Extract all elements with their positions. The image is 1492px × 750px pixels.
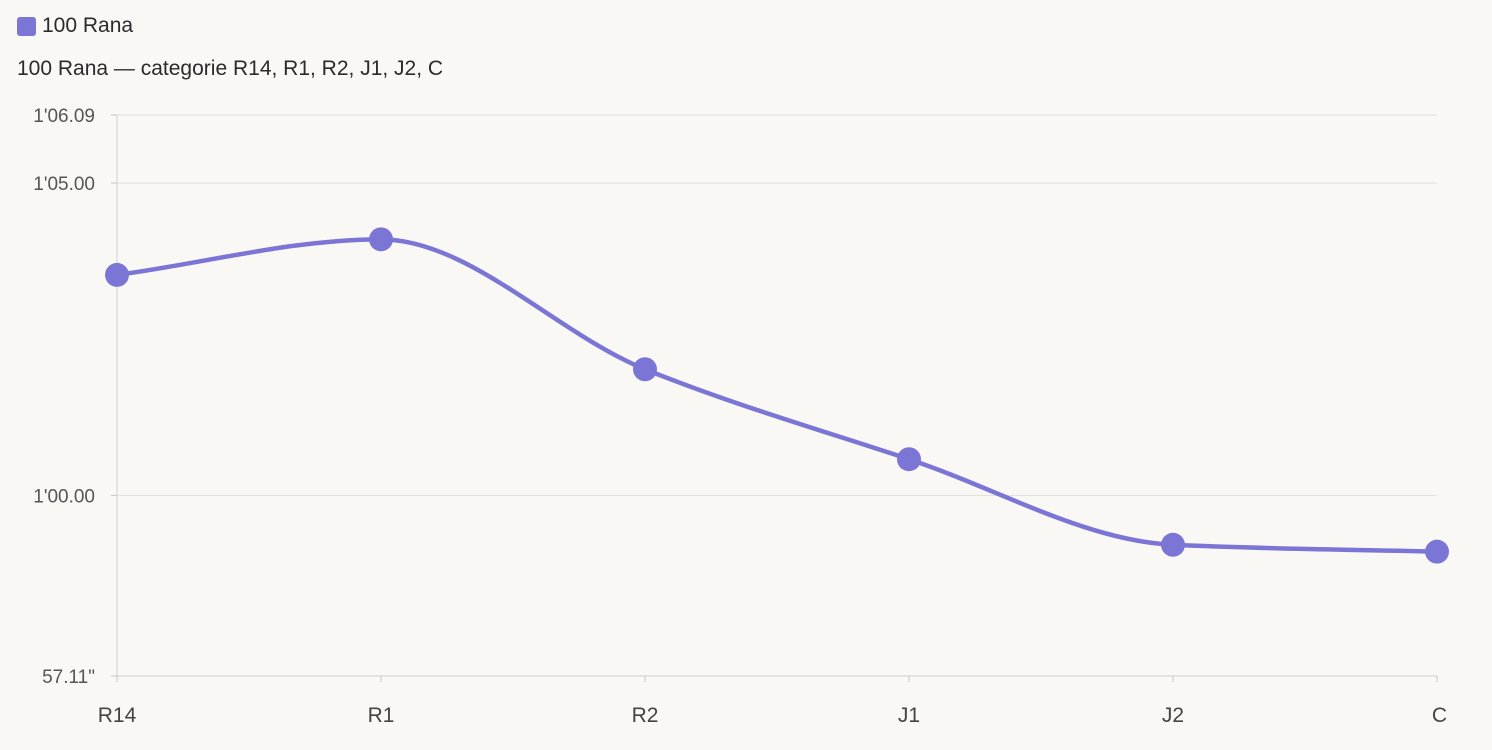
x-tick-label: C [1432, 704, 1447, 727]
y-tick-label: 57.11" [42, 667, 95, 688]
series-line-group [114, 237, 1440, 554]
y-axis: 57.11" 1'00.00 1'05.00 1'06.09 [33, 106, 118, 688]
legend-swatch [17, 16, 36, 36]
y-tick-label: 1'06.09 [33, 106, 95, 127]
data-point-c[interactable]: C: 59.10" [1425, 539, 1449, 564]
x-tick-label: R2 [632, 704, 659, 727]
data-point-j1[interactable]: J1: 1'00.58 [897, 447, 921, 472]
data-point-r2[interactable]: R2: 1'02.02 [633, 357, 657, 382]
x-tick-label: J2 [1162, 704, 1184, 727]
x-axis: R14 R1 R2 J1 J2 C [98, 676, 1447, 727]
legend-label: 100 Rana [42, 14, 134, 37]
chart-subtitle: 100 Rana — categorie R14, R1, R2, J1, J2… [17, 57, 444, 80]
x-tick-label: R14 [98, 704, 137, 727]
y-tick-label: 1'00.00 [33, 486, 95, 507]
x-tick-label: J1 [898, 704, 920, 727]
grid-lines [117, 114, 1437, 677]
y-tick-label: 1'05.00 [33, 174, 95, 195]
data-point-j2[interactable]: J2: 59.21" [1161, 532, 1185, 557]
legend: 100 Rana [17, 14, 133, 38]
series-line [114, 237, 1440, 554]
data-point-r14[interactable]: R14: 1'03.53 [105, 262, 129, 287]
data-point-r1[interactable]: R1: 1'04.10 [369, 227, 393, 252]
x-tick-label: R1 [368, 704, 395, 727]
data-points: R14: 1'03.53 R1: 1'04.10 R2: 1'02.02 J1: 1'… [105, 227, 1449, 564]
